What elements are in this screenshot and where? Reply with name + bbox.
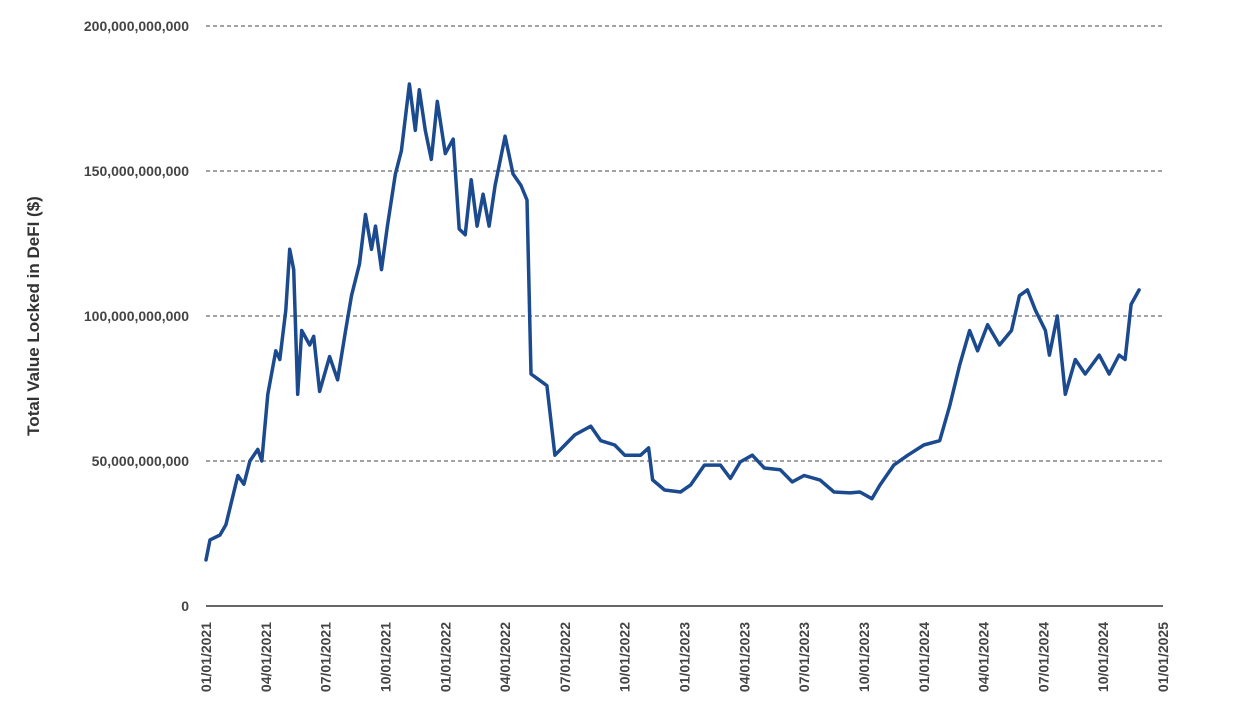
tvl-series-line — [204, 82, 1141, 562]
x-tick-label: 10/01/2023 — [856, 622, 872, 692]
gridlines — [206, 25, 1163, 462]
x-tick-label: 04/01/2024 — [976, 622, 992, 692]
y-tick-label: 50,000,000,000 — [92, 453, 190, 469]
x-tick-labels: 01/01/2021 04/01/2021 07/01/2021 10/01/2021… — [198, 622, 1171, 692]
x-tick-label: 01/01/2025 — [1155, 622, 1171, 692]
x-tick-label: 10/01/2022 — [617, 622, 633, 692]
y-tick-label: 200,000,000,000 — [84, 18, 189, 34]
y-tick-label: 0 — [181, 598, 189, 614]
x-tick-label: 04/01/2022 — [497, 622, 513, 692]
x-tick-label: 10/01/2021 — [377, 622, 393, 692]
x-tick-label: 01/01/2022 — [437, 622, 453, 692]
x-tick-label: 07/01/2022 — [557, 622, 573, 692]
x-tick-label: 04/01/2021 — [258, 622, 274, 692]
x-tick-label: 10/01/2024 — [1095, 622, 1111, 692]
y-tick-labels: 0 50,000,000,000 100,000,000,000 150,000,00… — [84, 18, 189, 614]
y-tick-label: 150,000,000,000 — [84, 163, 189, 179]
x-tick-label: 04/01/2023 — [736, 622, 752, 692]
x-tick-label: 01/01/2021 — [198, 622, 214, 692]
x-tick-label: 07/01/2024 — [1035, 622, 1051, 692]
x-tick-label: 01/01/2024 — [916, 622, 932, 692]
x-tick-label: 07/01/2021 — [318, 622, 334, 692]
x-tick-label: 07/01/2023 — [796, 622, 812, 692]
x-tick-label: 01/01/2023 — [677, 622, 693, 692]
y-tick-label: 100,000,000,000 — [84, 308, 189, 324]
y-axis-label: Total Value Locked in DeFI ($) — [24, 196, 43, 436]
